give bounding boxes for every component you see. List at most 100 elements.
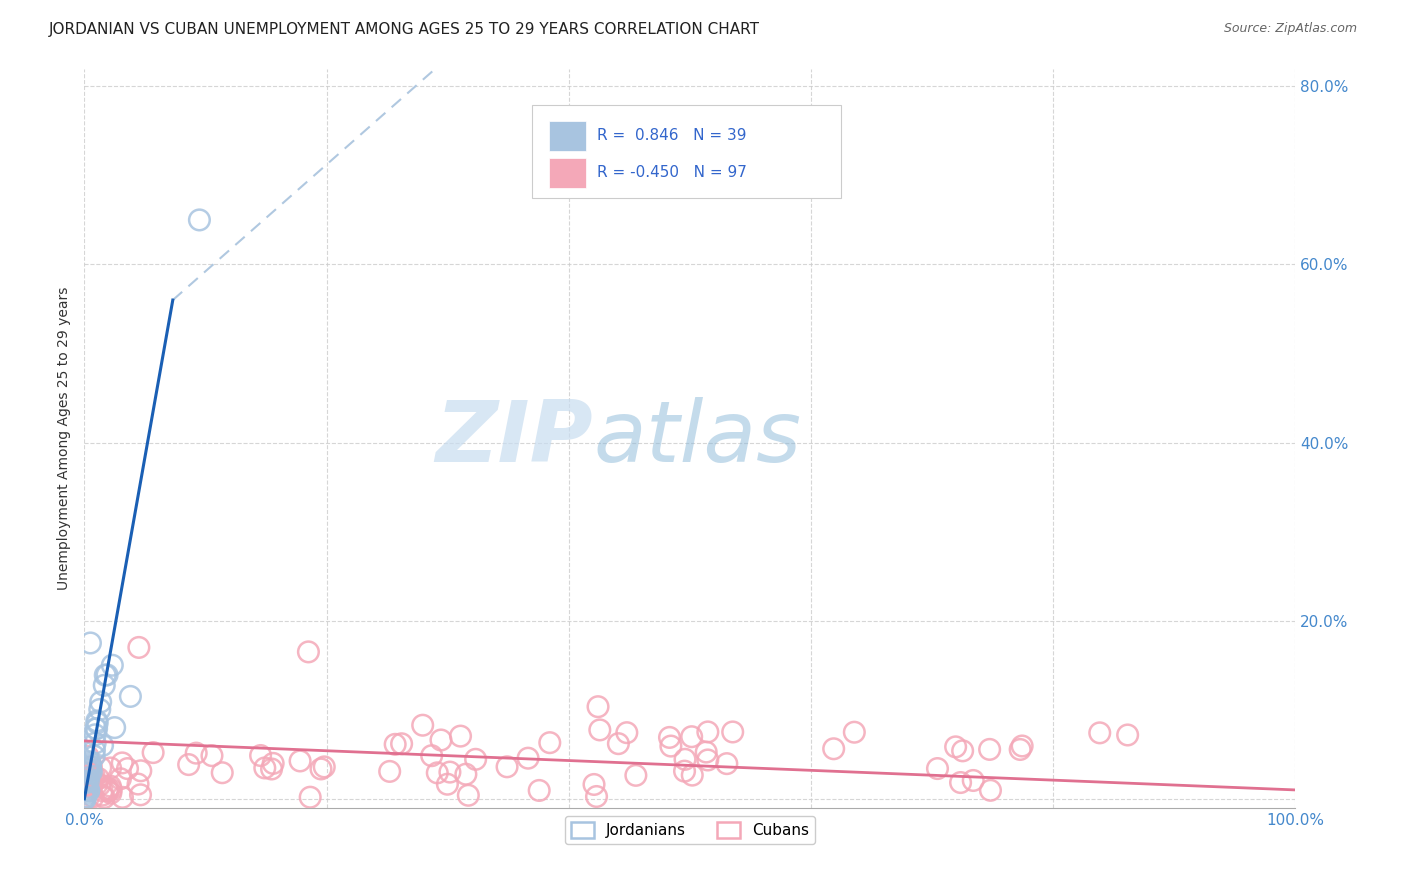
Point xyxy=(84,736,107,750)
Point xyxy=(73,789,96,804)
Point xyxy=(927,762,949,776)
Point xyxy=(76,763,98,777)
Point xyxy=(76,787,98,801)
Point xyxy=(79,759,101,773)
Point xyxy=(83,749,105,764)
Point xyxy=(100,782,122,797)
Point xyxy=(128,640,150,655)
Point xyxy=(79,760,101,774)
Point xyxy=(201,748,224,763)
Point xyxy=(658,731,681,745)
Text: atlas: atlas xyxy=(593,397,801,480)
Point xyxy=(624,768,647,782)
Point xyxy=(696,753,718,767)
Text: R =  0.846   N = 39: R = 0.846 N = 39 xyxy=(596,128,747,144)
Point xyxy=(100,779,122,793)
FancyBboxPatch shape xyxy=(533,105,841,198)
Point xyxy=(260,762,283,776)
Point xyxy=(412,718,434,732)
Point xyxy=(1116,728,1139,742)
Point xyxy=(721,725,744,739)
Point xyxy=(93,678,115,692)
Point xyxy=(673,752,696,766)
Point xyxy=(76,771,98,785)
Point xyxy=(104,721,127,735)
Point xyxy=(844,725,866,739)
Point xyxy=(120,690,142,704)
Point xyxy=(186,746,208,760)
Point xyxy=(288,754,311,768)
Point xyxy=(188,213,211,227)
Point xyxy=(673,764,696,779)
Point xyxy=(681,730,703,744)
Point xyxy=(93,790,115,805)
Point xyxy=(77,784,100,798)
Point xyxy=(86,777,108,791)
Text: JORDANIAN VS CUBAN UNEMPLOYMENT AMONG AGES 25 TO 29 YEARS CORRELATION CHART: JORDANIAN VS CUBAN UNEMPLOYMENT AMONG AG… xyxy=(49,22,761,37)
Point xyxy=(1088,726,1111,740)
Point xyxy=(253,761,276,775)
Point xyxy=(86,714,108,728)
Point xyxy=(77,778,100,792)
Point xyxy=(582,777,605,791)
Point xyxy=(391,737,413,751)
Text: Source: ZipAtlas.com: Source: ZipAtlas.com xyxy=(1223,22,1357,36)
Point xyxy=(75,792,97,806)
Point xyxy=(90,761,112,775)
Point xyxy=(1011,739,1033,753)
Point xyxy=(538,736,561,750)
Point xyxy=(616,725,638,739)
Point xyxy=(82,790,104,805)
Point xyxy=(83,743,105,757)
Point xyxy=(84,722,107,736)
Point xyxy=(80,766,103,780)
Point xyxy=(77,773,100,788)
Point xyxy=(91,788,114,802)
Point xyxy=(129,788,152,802)
Point xyxy=(450,729,472,743)
Point xyxy=(77,749,100,764)
Point xyxy=(309,762,332,776)
Point xyxy=(97,781,120,796)
Point xyxy=(80,780,103,795)
Point xyxy=(695,745,717,759)
Point xyxy=(696,725,718,739)
Point xyxy=(430,733,453,747)
Point xyxy=(979,742,1001,756)
Point xyxy=(90,695,112,709)
Legend: Jordanians, Cubans: Jordanians, Cubans xyxy=(565,816,815,845)
Point xyxy=(949,775,972,789)
Point xyxy=(129,764,152,778)
Point xyxy=(211,765,233,780)
Point xyxy=(75,784,97,798)
Point xyxy=(384,737,406,751)
Point xyxy=(142,746,165,760)
Point xyxy=(439,765,461,780)
Point xyxy=(823,741,845,756)
Point xyxy=(79,755,101,769)
Point xyxy=(100,761,122,775)
Point xyxy=(91,783,114,797)
Point xyxy=(89,702,111,716)
FancyBboxPatch shape xyxy=(550,121,586,151)
Point xyxy=(586,699,609,714)
Point xyxy=(101,658,124,673)
Point xyxy=(80,760,103,774)
Point xyxy=(75,782,97,797)
Point xyxy=(111,790,134,805)
Point xyxy=(378,764,401,779)
Point xyxy=(127,777,149,791)
Point xyxy=(96,668,118,682)
Point xyxy=(952,744,974,758)
Point xyxy=(1010,742,1032,756)
Point xyxy=(716,756,738,771)
Y-axis label: Unemployment Among Ages 25 to 29 years: Unemployment Among Ages 25 to 29 years xyxy=(58,286,72,590)
Point xyxy=(79,763,101,777)
Point xyxy=(659,739,682,753)
Point xyxy=(86,716,108,731)
Point xyxy=(79,756,101,771)
Point xyxy=(73,792,96,806)
Point xyxy=(249,748,271,763)
Point xyxy=(94,668,117,682)
Point xyxy=(420,748,443,763)
